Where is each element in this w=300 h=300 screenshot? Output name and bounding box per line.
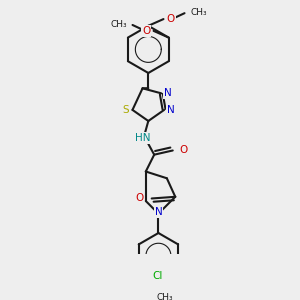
Text: S: S xyxy=(122,105,129,115)
Text: CH₃: CH₃ xyxy=(190,8,207,17)
Text: O: O xyxy=(167,14,175,24)
Text: CH₃: CH₃ xyxy=(157,293,173,300)
Text: O: O xyxy=(142,26,150,36)
Text: Cl: Cl xyxy=(153,271,163,281)
Text: N: N xyxy=(154,207,162,217)
Text: O: O xyxy=(179,145,188,154)
Text: O: O xyxy=(135,194,143,203)
Text: N: N xyxy=(167,105,174,115)
Text: CH₃: CH₃ xyxy=(110,20,127,28)
Text: HN: HN xyxy=(135,133,150,143)
Text: N: N xyxy=(164,88,172,98)
